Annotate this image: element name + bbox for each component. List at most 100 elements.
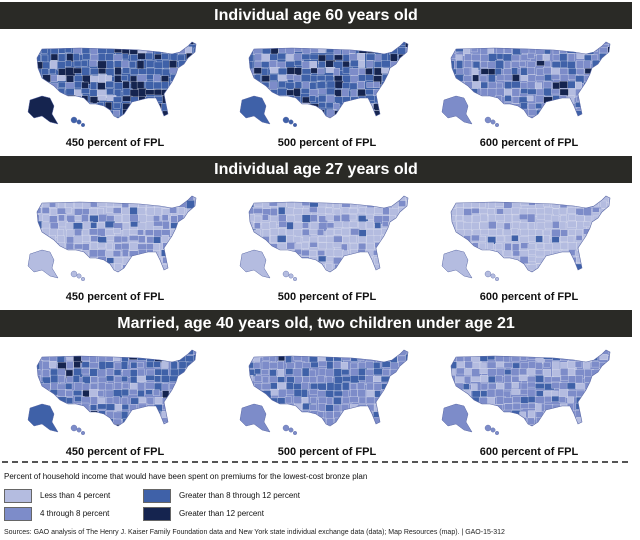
map-caption: 600 percent of FPL: [479, 137, 579, 149]
county-cell: [310, 116, 320, 118]
county-cell: [560, 242, 569, 250]
county-cell: [121, 196, 131, 201]
county-cell: [161, 75, 169, 83]
county-cell: [194, 410, 196, 420]
county-cell: [66, 416, 73, 425]
county-cell: [382, 404, 392, 413]
county-cell: [396, 196, 407, 202]
county-cell: [390, 375, 398, 383]
county-cell: [486, 404, 496, 413]
county-cell: [471, 95, 480, 101]
county-cell: [397, 397, 407, 404]
county-cell: [185, 110, 195, 118]
county-cell: [348, 42, 357, 48]
county-cell: [106, 375, 115, 382]
county-cell: [382, 74, 390, 83]
county-cell: [145, 374, 156, 381]
county-cell: [519, 368, 527, 376]
county-cell: [98, 410, 106, 419]
county-cell: [89, 424, 100, 426]
county-cell: [293, 236, 302, 243]
county-cell: [186, 236, 196, 246]
county-cell: [608, 196, 610, 202]
county-cell: [129, 42, 138, 48]
county-cell: [293, 88, 301, 98]
county-cell: [154, 270, 161, 272]
county-cell: [607, 382, 610, 392]
county-cell: [544, 110, 553, 117]
county-cell: [544, 242, 553, 251]
county-cell: [479, 95, 487, 103]
county-cell: [316, 75, 326, 81]
county-cell: [153, 229, 162, 238]
county-cell: [270, 425, 281, 426]
county-cell: [57, 88, 65, 96]
county-cell: [138, 425, 146, 426]
county-cell: [382, 196, 392, 201]
county-cell: [599, 383, 608, 393]
county-cell: [122, 264, 132, 272]
county-cell: [193, 47, 196, 56]
map-panel: [434, 342, 624, 442]
county-cell: [278, 250, 289, 257]
county-cell: [73, 196, 82, 203]
county-cell: [121, 376, 128, 382]
county-cell: [57, 249, 68, 258]
county-cell: [249, 236, 256, 246]
county-cell: [582, 360, 591, 369]
county-cell: [318, 360, 328, 367]
county-cell: [169, 117, 179, 118]
county-cell: [136, 81, 145, 89]
county-cell: [366, 220, 374, 229]
county-cell: [73, 250, 84, 260]
county-cell: [262, 214, 269, 221]
county-cell: [42, 214, 50, 223]
hawaii-island: [495, 430, 500, 435]
county-cell: [451, 60, 455, 70]
county-cell: [317, 109, 325, 118]
county-cell: [114, 376, 123, 384]
section-title-married-40: Married, age 40 years old, two children …: [0, 310, 632, 337]
county-cell: [488, 74, 496, 84]
county-cell: [105, 383, 114, 391]
county-cell: [90, 396, 98, 405]
county-cell: [105, 199, 115, 207]
county-cell: [41, 42, 51, 47]
county-cell: [146, 397, 154, 405]
county-cell: [270, 350, 278, 356]
county-cell: [406, 271, 408, 272]
county-cell: [170, 263, 179, 272]
county-cell: [193, 66, 196, 73]
county-cell: [302, 376, 310, 383]
county-cell: [364, 257, 373, 265]
county-cell: [154, 262, 162, 272]
county-cell: [97, 109, 105, 116]
county-cell: [144, 229, 154, 236]
county-cell: [551, 263, 559, 272]
county-cell: [193, 376, 196, 385]
county-cell: [145, 221, 154, 230]
county-cell: [373, 207, 384, 214]
county-cell: [480, 229, 490, 236]
county-cell: [568, 229, 576, 236]
county-cell: [472, 424, 482, 426]
county-cell: [193, 270, 196, 272]
county-cell: [389, 271, 398, 272]
county-cell: [558, 271, 569, 272]
alaska-shape: [441, 403, 473, 433]
county-cell: [90, 350, 100, 357]
map-caption: 600 percent of FPL: [479, 291, 579, 303]
county-cell: [309, 376, 317, 384]
county-cell: [390, 410, 399, 420]
county-cell: [301, 61, 312, 69]
county-cell: [120, 75, 128, 81]
county-cell: [72, 375, 80, 383]
county-cell: [583, 264, 591, 271]
county-cell: [269, 354, 277, 362]
county-cell: [269, 410, 276, 416]
county-cell: [161, 196, 169, 201]
county-cell: [41, 241, 49, 250]
county-cell: [406, 229, 408, 238]
county-cell: [129, 389, 138, 396]
county-cell: [106, 88, 114, 95]
